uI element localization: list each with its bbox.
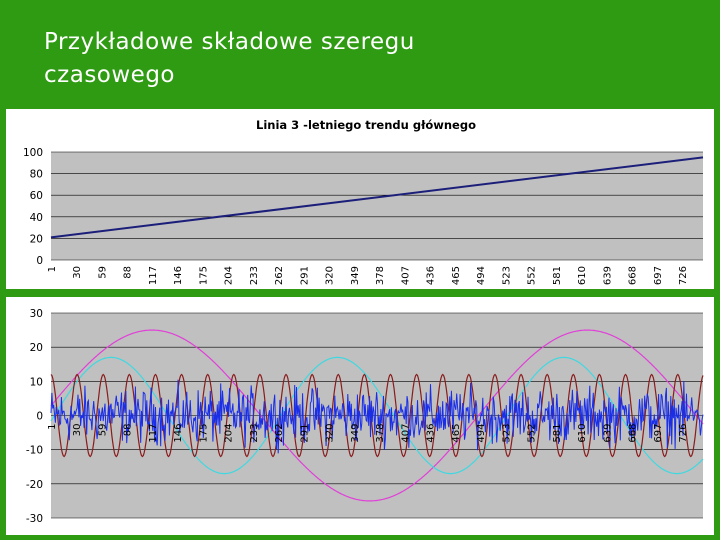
trend-x-tick-label: 697 <box>653 266 664 285</box>
components-x-tick-label: 30 <box>72 424 83 437</box>
trend-x-tick-label: 88 <box>123 266 134 279</box>
trend-x-tick-label: 639 <box>602 266 613 285</box>
trend-plot-area <box>51 152 703 260</box>
trend-x-tick-label: 465 <box>451 266 462 285</box>
components-y-tick-label: 20 <box>30 342 43 354</box>
components-x-tick-label: 726 <box>678 424 689 443</box>
trend-y-tick-label: 60 <box>30 190 43 202</box>
components-y-tick-label: 0 <box>36 411 43 423</box>
components-x-tick-label: 175 <box>198 424 209 443</box>
trend-x-tick-label: 146 <box>173 266 184 285</box>
components-chart-svg: -30 -20 -10 0 10 20 30 1 30 59 88 117 146 175 204 233 26… <box>26 308 704 525</box>
components-series-long-cycle <box>50 329 704 502</box>
trend-x-tick-label: 494 <box>476 266 487 285</box>
trend-x-tick-label: 610 <box>577 266 588 285</box>
trend-x-tick-label: 291 <box>299 266 310 285</box>
components-y-tick-label: 10 <box>30 376 43 388</box>
components-x-tick-label: 610 <box>577 424 588 443</box>
components-x-tick-label: 1 <box>47 424 58 430</box>
components-x-tick-label: 552 <box>527 424 538 443</box>
trend-chart-svg: 0 20 40 60 80 100 Linia 3 -letniego trendu głó… <box>23 118 704 285</box>
components-x-tick-label: 349 <box>350 424 361 443</box>
components-x-tick-label: 639 <box>602 424 613 443</box>
components-x-tick-label: 407 <box>400 424 411 443</box>
components-x-tick-label: 233 <box>249 424 260 443</box>
components-chart: -30 -20 -10 0 10 20 30 1 30 59 88 117 146 175 204 233 26… <box>6 297 714 535</box>
trend-x-tick-label: 320 <box>325 266 336 285</box>
components-x-tick-label: 117 <box>148 424 159 443</box>
components-x-tick-label: 378 <box>375 424 386 443</box>
components-x-tick-label: 494 <box>476 424 487 443</box>
components-series-short-cycle <box>50 373 704 458</box>
trend-x-tick-label: 30 <box>72 266 83 279</box>
components-series-mid-cycle <box>50 356 704 475</box>
slide-title: Przykładowe składowe szeregu czasowego <box>44 29 415 88</box>
components-x-tick-label: 88 <box>123 424 134 437</box>
trend-x-tick-label: 726 <box>678 266 689 285</box>
trend-y-tick-label: 0 <box>36 255 43 267</box>
trend-chart-title: Linia 3 -letniego trendu głównego <box>256 118 476 132</box>
components-x-tick-label: 146 <box>173 424 184 443</box>
components-x-tick-label: 262 <box>274 424 285 443</box>
trend-x-tick-label: 668 <box>628 266 639 285</box>
components-x-tick-label: 320 <box>325 424 336 443</box>
trend-x-tick-label: 1 <box>47 266 58 272</box>
components-x-tick-label: 465 <box>451 424 462 443</box>
components-y-tick-label: -30 <box>26 513 43 525</box>
components-x-tick-label: 668 <box>628 424 639 443</box>
components-y-tick-label: 30 <box>30 308 43 320</box>
trend-chart: 0 20 40 60 80 100 Linia 3 -letniego trendu głó… <box>6 109 714 289</box>
components-x-tick-label: 59 <box>97 424 108 437</box>
components-y-tick-label: -20 <box>26 479 43 491</box>
trend-x-tick-label: 581 <box>552 266 563 285</box>
components-y-tick-label: -10 <box>26 445 43 457</box>
trend-x-tick-label: 117 <box>148 266 159 285</box>
trend-x-tick-label: 436 <box>426 266 437 285</box>
trend-x-tick-label: 378 <box>375 266 386 285</box>
trend-x-tick-label: 552 <box>527 266 538 285</box>
components-x-tick-label: 291 <box>299 424 310 443</box>
trend-series-line <box>50 156 704 239</box>
trend-x-tick-label: 204 <box>224 266 235 285</box>
trend-y-tick-label: 80 <box>30 169 43 181</box>
components-x-tick-label: 581 <box>552 424 563 443</box>
components-x-tick-label: 697 <box>653 424 664 443</box>
components-x-tick-label: 204 <box>224 424 235 443</box>
trend-x-tick-label: 262 <box>274 266 285 285</box>
trend-x-tick-label: 59 <box>97 266 108 279</box>
components-x-tick-label: 523 <box>501 423 512 442</box>
trend-x-tick-label: 523 <box>501 266 512 285</box>
components-series-noise <box>50 379 704 454</box>
components-x-tick-label: 436 <box>426 424 437 443</box>
trend-x-tick-label: 407 <box>400 266 411 285</box>
trend-y-tick-label: 20 <box>30 233 43 245</box>
trend-x-tick-label: 233 <box>249 266 260 285</box>
trend-y-tick-label: 40 <box>30 212 43 224</box>
trend-x-tick-label: 349 <box>350 266 361 285</box>
trend-x-tick-label: 175 <box>198 266 209 285</box>
trend-y-tick-label: 100 <box>23 147 43 159</box>
